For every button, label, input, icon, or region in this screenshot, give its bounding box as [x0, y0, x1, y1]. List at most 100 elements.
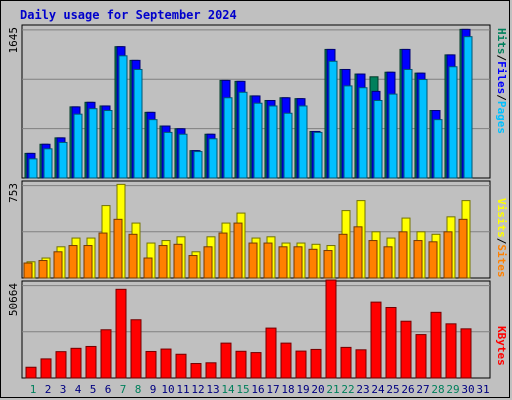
bar-sites-day-17: [263, 242, 273, 279]
bar-sites-day-11: [173, 243, 183, 279]
x-axis-day-label: 2: [45, 383, 52, 396]
bar-sites-day-7: [113, 218, 123, 279]
x-axis-day-label: 13: [206, 383, 219, 396]
bar-sites-day-15: [233, 222, 243, 279]
bar-pages-day-19: [298, 105, 308, 179]
bar-pages-day-14: [223, 97, 233, 179]
x-axis-day-label: 15: [236, 383, 249, 396]
bar-kbytes-day-19: [295, 350, 307, 379]
bar-kbytes-day-3: [55, 351, 67, 379]
bar-kbytes-day-23: [355, 349, 367, 379]
x-axis-day-label: 8: [135, 383, 142, 396]
bar-sites-day-22: [338, 233, 348, 279]
x-axis-day-label: 18: [281, 383, 294, 396]
bar-kbytes-day-17: [265, 327, 277, 379]
legend-sep: /: [495, 54, 508, 62]
bar-sites-day-21: [323, 250, 333, 279]
x-axis-day-label: 10: [161, 383, 174, 396]
x-axis-day-label: 5: [90, 383, 97, 396]
bar-sites-day-25: [383, 246, 393, 279]
bar-pages-day-28: [433, 119, 443, 179]
legend-hits: Hits: [495, 28, 508, 55]
bar-sites-day-20: [308, 248, 318, 279]
x-axis-day-label: 1: [30, 383, 37, 396]
bar-pages-day-2: [43, 148, 53, 179]
x-axis-day-label: 29: [446, 383, 459, 396]
x-axis-day-label: 20: [311, 383, 324, 396]
x-axis-day-label: 6: [105, 383, 112, 396]
bar-pages-day-10: [163, 131, 173, 179]
bar-sites-day-24: [368, 240, 378, 279]
bar-pages-day-7: [118, 55, 128, 179]
x-axis-day-label: 16: [251, 383, 264, 396]
bar-kbytes-day-26: [400, 320, 412, 379]
bar-kbytes-day-29: [445, 323, 457, 379]
bar-sites-day-5: [83, 245, 93, 279]
bar-pages-day-22: [343, 85, 353, 179]
bar-pages-day-5: [88, 108, 98, 179]
bar-kbytes-day-4: [70, 347, 82, 379]
legend-visits: Visits: [495, 198, 508, 238]
bar-pages-day-17: [268, 105, 278, 179]
bar-kbytes-day-2: [40, 358, 52, 379]
x-axis-day-label: 22: [341, 383, 354, 396]
bar-sites-day-23: [353, 226, 363, 279]
x-axis-day-label: 17: [266, 383, 279, 396]
y-max-label: 753: [7, 183, 20, 203]
x-axis-day-label: 3: [60, 383, 67, 396]
bar-kbytes-day-8: [130, 319, 142, 379]
bar-sites-day-9: [143, 257, 153, 279]
bar-sites-day-16: [248, 242, 258, 279]
bar-sites-day-29: [443, 231, 453, 279]
bar-pages-day-9: [148, 119, 158, 179]
bar-sites-day-1: [23, 262, 33, 279]
bar-pages-day-21: [328, 60, 338, 179]
x-axis-day-label: 19: [296, 383, 309, 396]
bar-kbytes-day-1: [25, 366, 37, 379]
bar-pages-day-20: [313, 131, 323, 179]
bar-kbytes-day-5: [85, 345, 97, 379]
bar-sites-day-3: [53, 251, 63, 279]
bar-sites-day-27: [413, 240, 423, 279]
bar-kbytes-day-11: [175, 353, 187, 379]
bar-kbytes-day-30: [460, 328, 472, 379]
y-max-label: 50664: [7, 283, 20, 316]
x-axis-day-label: 14: [221, 383, 235, 396]
x-axis-day-label: 24: [371, 383, 385, 396]
x-axis-day-label: 7: [120, 383, 127, 396]
bar-pages-day-13: [208, 138, 218, 179]
bar-pages-day-1: [28, 158, 38, 179]
bar-sites-day-14: [218, 232, 228, 279]
x-axis-day-label: 28: [431, 383, 444, 396]
bar-kbytes-day-6: [100, 329, 112, 379]
legend-kbytes-label: KBytes: [495, 326, 508, 366]
legend-hits-files-pages: Hits/Files/Pages: [494, 28, 508, 178]
bar-kbytes-day-20: [310, 348, 322, 379]
bar-sites-day-4: [68, 245, 78, 279]
bar-pages-day-3: [58, 141, 68, 179]
bar-pages-day-4: [73, 113, 83, 179]
bar-kbytes-day-14: [220, 342, 232, 379]
bar-kbytes-day-28: [430, 311, 442, 379]
legend-sep: /: [495, 237, 508, 245]
bar-kbytes-day-7: [115, 288, 127, 379]
bar-sites-day-13: [203, 246, 213, 279]
x-axis-day-label: 30: [461, 383, 474, 396]
x-axis-day-label: 11: [176, 383, 189, 396]
legend-sep: /: [495, 94, 508, 101]
y-max-label: 1645: [7, 27, 20, 54]
legend-sites: Sites: [495, 244, 508, 278]
bar-kbytes-day-13: [205, 362, 217, 379]
bar-pages-day-29: [448, 66, 458, 179]
bar-sites-day-12: [188, 255, 198, 279]
bar-sites-day-26: [398, 231, 408, 279]
chart-title: Daily usage for September 2024: [20, 8, 237, 22]
bar-sites-day-2: [38, 260, 48, 279]
x-axis-day-label: 21: [326, 383, 339, 396]
bar-pages-day-30: [463, 36, 473, 179]
bar-kbytes-day-24: [370, 301, 382, 379]
legend-pages: Pages: [495, 100, 508, 134]
bar-sites-day-18: [278, 246, 288, 279]
bar-kbytes-day-25: [385, 306, 397, 379]
